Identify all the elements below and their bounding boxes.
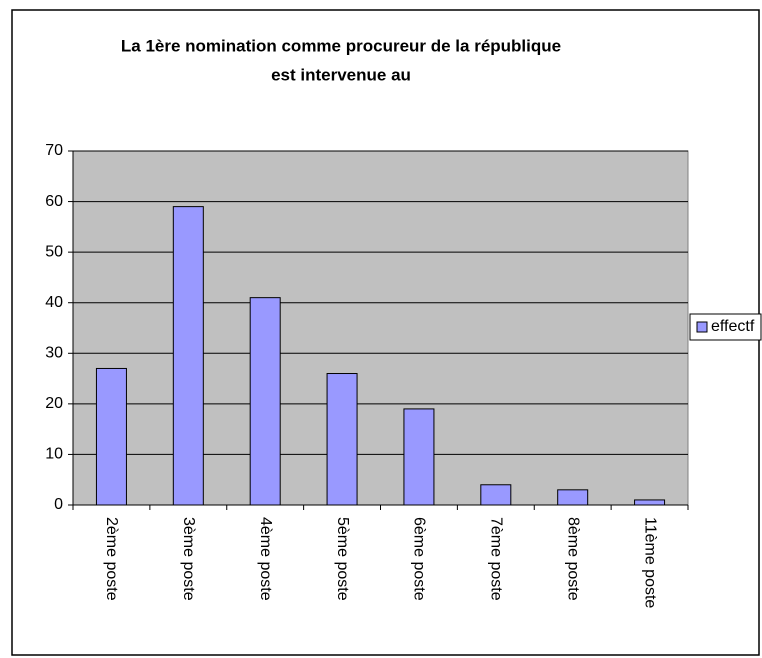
y-tick-label: 40 [45,294,63,311]
x-tick-label: 2ème poste [103,517,120,601]
bar [634,499,666,506]
bar [95,367,127,506]
legend-label: effectf [711,318,755,335]
x-tick-label: 3ème poste [180,517,197,601]
bar [249,297,281,506]
x-tick-label: 6ème poste [411,517,428,601]
y-tick-label: 70 [45,142,63,159]
plot-area [72,150,689,506]
bar [172,206,204,506]
x-tick-label: 8ème poste [564,517,581,601]
chart-title: est intervenue au [271,65,411,84]
y-tick-label: 60 [45,193,63,210]
bar [480,484,512,506]
x-tick-label: 11ème poste [641,517,658,608]
bar [403,408,435,506]
legend-swatch [696,321,708,333]
y-tick-label: 50 [45,243,63,260]
bar [557,489,589,506]
x-tick-label: 7ème poste [488,517,505,601]
y-tick-label: 30 [45,345,63,362]
y-tick-label: 20 [45,395,63,412]
bar [326,373,358,506]
chart-title: La 1ère nomination comme procureur de la… [121,36,561,55]
x-tick-label: 4ème poste [257,517,274,601]
y-tick-label: 0 [54,496,63,513]
y-tick-label: 10 [45,446,63,463]
x-tick-label: 5ème poste [334,517,351,601]
